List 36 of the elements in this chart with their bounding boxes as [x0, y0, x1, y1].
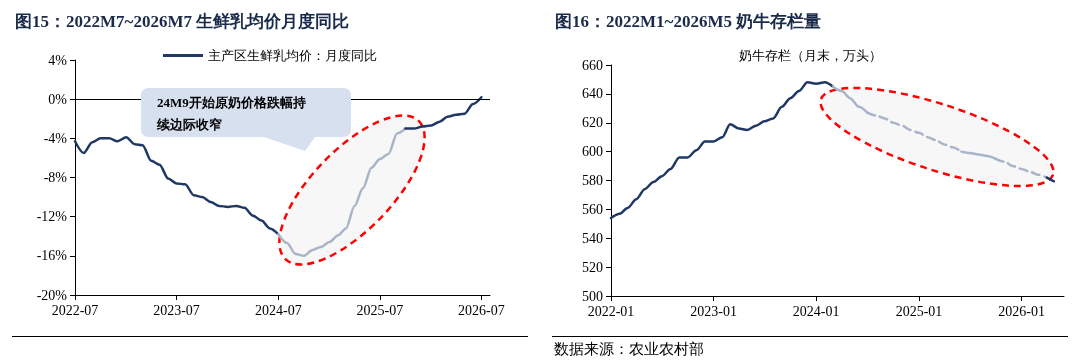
- annotation: 24M9开始原奶价格跌幅持续边际收窄: [157, 94, 307, 134]
- y-tick-label: 540: [582, 230, 603, 246]
- x-tick-label: 2026-07: [458, 302, 505, 318]
- x-tick-label: 2023-01: [690, 303, 737, 319]
- source-note: 数据来源：农业农村部: [554, 340, 704, 359]
- x-tick-label: 2026-01: [998, 303, 1045, 319]
- chart-subtitle: 奶牛存栏（月末，万头）: [738, 48, 882, 63]
- y-tick-label: 640: [582, 86, 603, 102]
- x-tick-label: 2023-07: [153, 302, 200, 318]
- chart-title: 图16：2022M1~2026M5 奶牛存栏量: [555, 12, 822, 31]
- x-tick-label: 2025-07: [356, 302, 404, 318]
- y-tick-label: 500: [582, 288, 603, 304]
- y-tick-label: -8%: [43, 170, 68, 185]
- x-tick-label: 2024-01: [792, 303, 840, 319]
- line-series: [404, 95, 483, 130]
- y-tick-label: 4%: [48, 52, 68, 68]
- x-tick-label: 2022-07: [51, 302, 99, 318]
- line-series: [73, 136, 280, 236]
- y-tick-label: -12%: [36, 209, 68, 225]
- y-tick-label: 660: [582, 57, 603, 73]
- chart-title: 图15：2022M7~2026M7 生鲜乳均价月度同比: [15, 12, 350, 31]
- y-tick-label: 600: [582, 144, 603, 160]
- legend-label: 主产区生鲜乳均价：月度同比: [208, 48, 377, 63]
- y-tick-label: 580: [582, 173, 603, 188]
- x-tick-label: 2025-01: [895, 303, 943, 319]
- x-tick-label: 2024-07: [254, 302, 302, 318]
- y-tick-label: -4%: [43, 130, 68, 146]
- y-tick-label: -16%: [36, 248, 68, 264]
- y-tick-label: 0%: [48, 91, 68, 107]
- line-series: [277, 127, 407, 258]
- y-tick-label: -20%: [36, 287, 68, 303]
- line-series: [609, 81, 835, 220]
- y-tick-label: 560: [582, 201, 603, 217]
- y-tick-label: 620: [582, 115, 603, 131]
- y-tick-label: 520: [582, 259, 603, 275]
- x-tick-label: 2022-01: [587, 303, 635, 319]
